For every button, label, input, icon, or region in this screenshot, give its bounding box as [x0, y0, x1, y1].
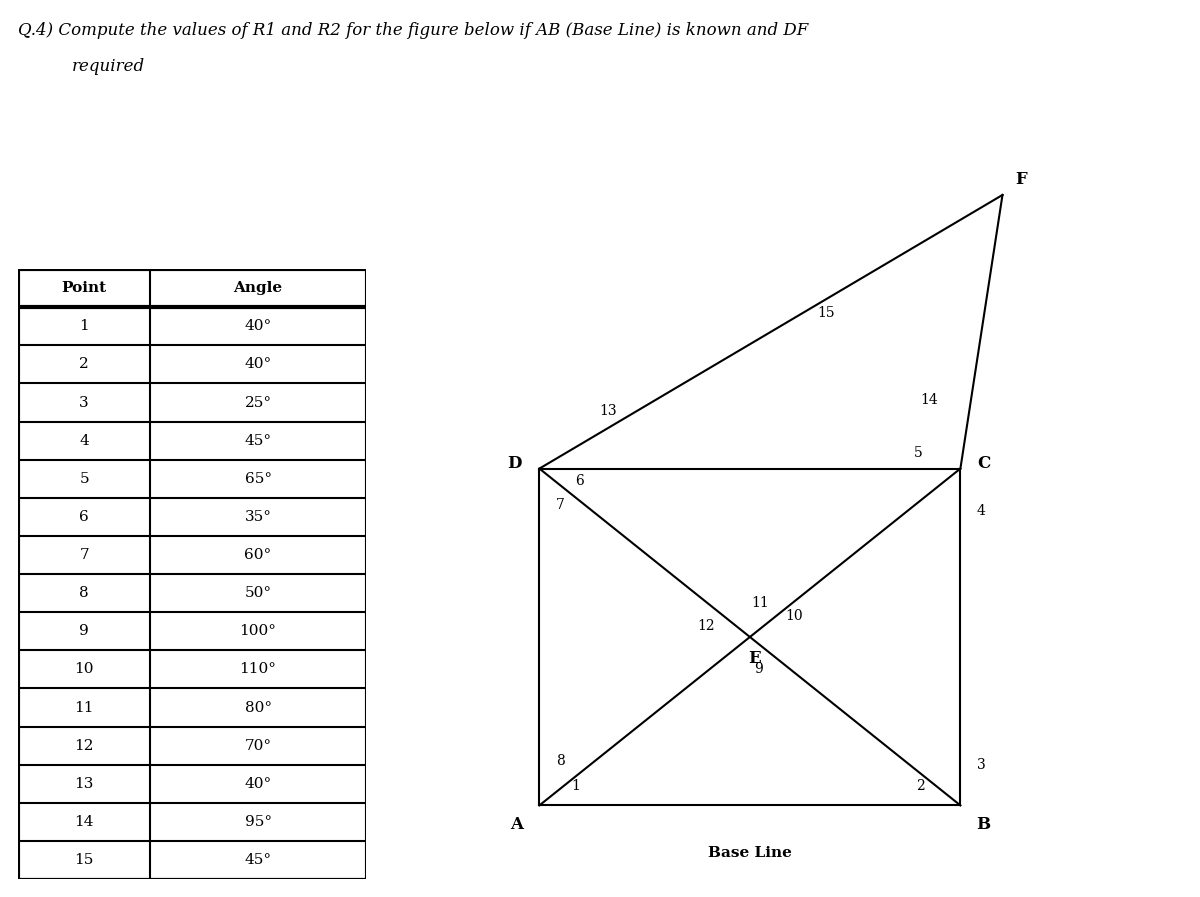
Text: 4: 4 — [977, 504, 986, 518]
Text: 2: 2 — [916, 779, 925, 794]
Text: 100°: 100° — [240, 624, 277, 639]
Text: Base Line: Base Line — [708, 846, 792, 859]
Text: 95°: 95° — [245, 814, 271, 829]
Text: 70°: 70° — [245, 738, 271, 753]
Text: required: required — [72, 58, 145, 75]
Text: 45°: 45° — [245, 433, 271, 448]
Text: 1: 1 — [79, 319, 89, 334]
Text: 6: 6 — [79, 509, 89, 524]
Text: 40°: 40° — [245, 777, 271, 791]
Text: 5: 5 — [79, 472, 89, 486]
Text: 5: 5 — [914, 446, 923, 460]
Text: 14: 14 — [920, 393, 937, 407]
Text: Angle: Angle — [234, 281, 283, 295]
Text: 35°: 35° — [245, 509, 271, 524]
Text: 25°: 25° — [245, 396, 271, 410]
Text: C: C — [977, 455, 990, 472]
Text: E: E — [748, 649, 761, 666]
Text: 80°: 80° — [245, 701, 271, 715]
Text: 7: 7 — [556, 499, 565, 512]
Text: 8: 8 — [79, 586, 89, 600]
Text: 13: 13 — [74, 777, 94, 791]
Text: Point: Point — [61, 281, 107, 295]
Text: Q.4) Compute the values of R1 and R2 for the figure below if AB (Base Line) is k: Q.4) Compute the values of R1 and R2 for… — [18, 22, 809, 39]
Text: 10: 10 — [785, 609, 803, 623]
Text: D: D — [506, 455, 521, 472]
Text: A: A — [510, 816, 523, 832]
Text: 12: 12 — [74, 738, 94, 753]
Text: 65°: 65° — [245, 472, 271, 486]
Text: 11: 11 — [74, 701, 94, 715]
Text: 40°: 40° — [245, 319, 271, 334]
Text: 50°: 50° — [245, 586, 271, 600]
Text: 110°: 110° — [240, 662, 277, 676]
Text: B: B — [977, 816, 991, 832]
Text: 12: 12 — [697, 620, 714, 633]
Text: 6: 6 — [575, 475, 583, 488]
Text: 11: 11 — [751, 597, 769, 610]
Text: 45°: 45° — [245, 853, 271, 867]
Text: 8: 8 — [556, 754, 565, 768]
Text: F: F — [1015, 170, 1027, 187]
Text: 15: 15 — [74, 853, 94, 867]
Text: 1: 1 — [572, 779, 581, 794]
Text: 2: 2 — [79, 357, 89, 371]
Text: 3: 3 — [977, 758, 986, 772]
Text: 10: 10 — [74, 662, 94, 676]
Text: 15: 15 — [817, 306, 834, 320]
Text: 9: 9 — [79, 624, 89, 639]
Text: 14: 14 — [74, 814, 94, 829]
Text: 4: 4 — [79, 433, 89, 448]
Text: 3: 3 — [79, 396, 89, 410]
Text: 60°: 60° — [245, 548, 271, 562]
Text: 40°: 40° — [245, 357, 271, 371]
Text: 7: 7 — [79, 548, 89, 562]
Text: 9: 9 — [754, 662, 763, 675]
Text: 13: 13 — [599, 404, 617, 418]
